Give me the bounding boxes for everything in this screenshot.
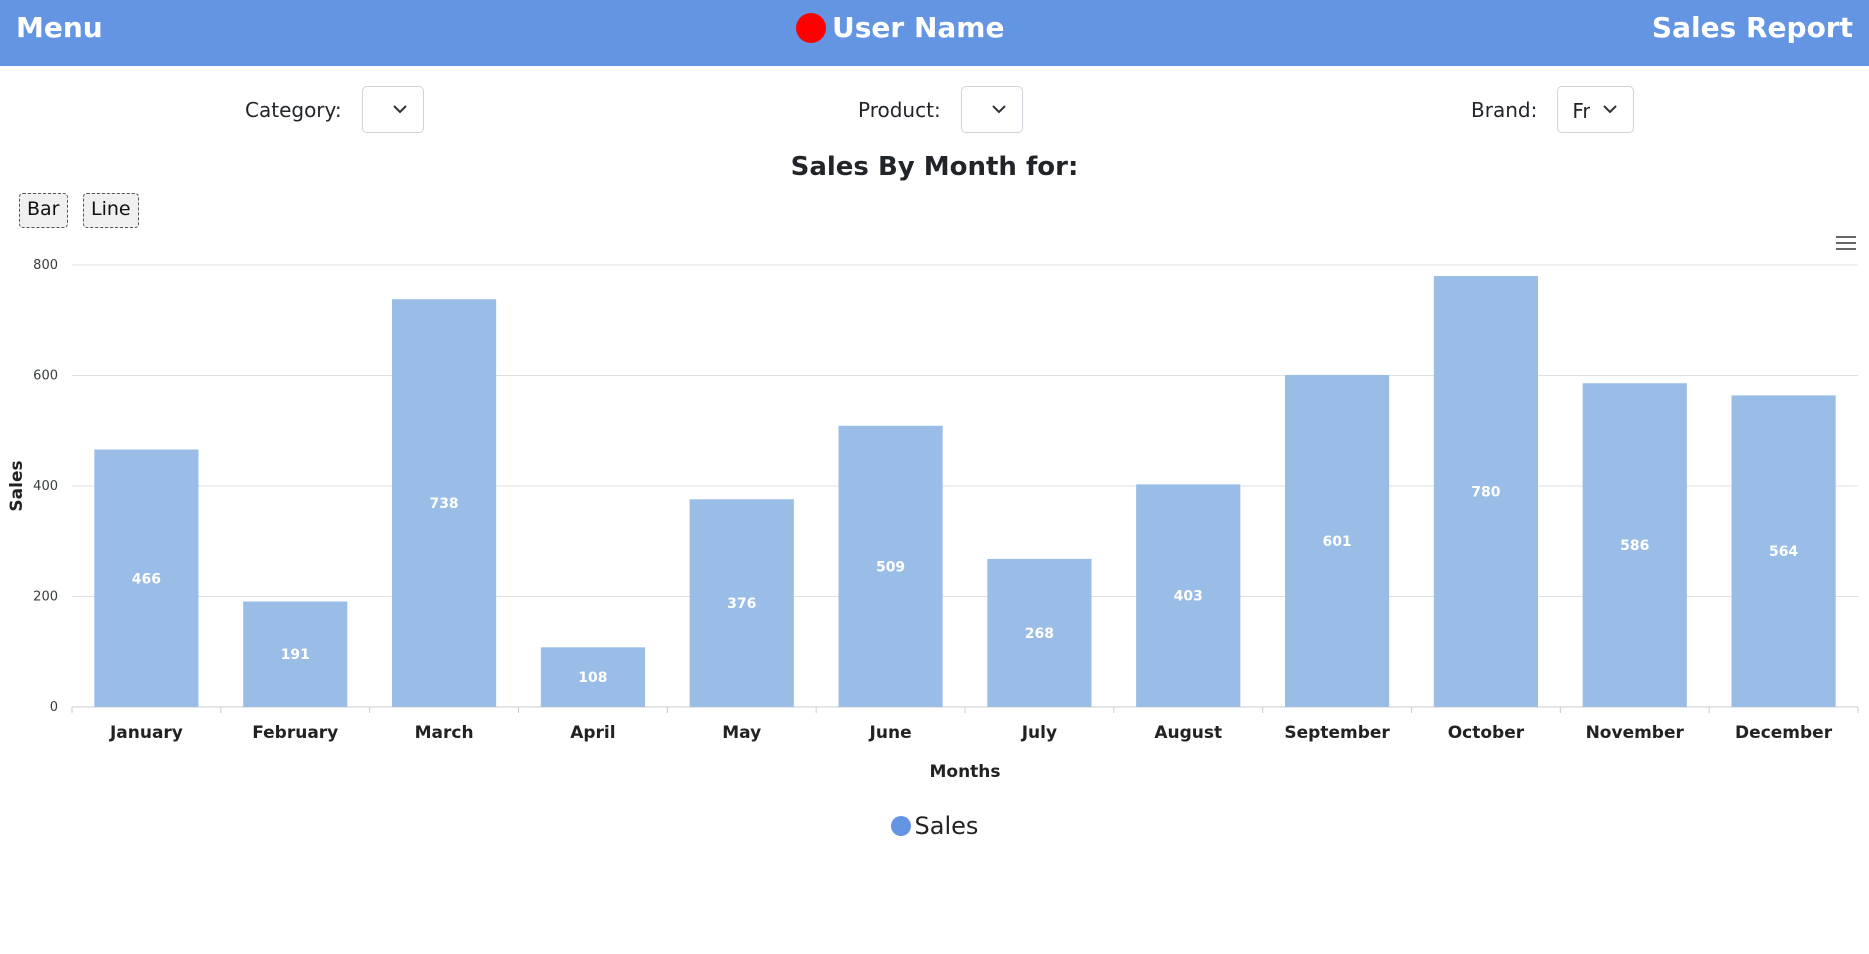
- y-tick-label: 200: [33, 590, 58, 605]
- status-dot-icon: [796, 12, 826, 43]
- bar-july: [987, 558, 1092, 707]
- chevron-down-icon: [1603, 105, 1618, 114]
- sales-report-link[interactable]: Sales Report: [1651, 11, 1853, 44]
- data-label: 509: [876, 559, 905, 575]
- x-tick-label: January: [109, 723, 183, 743]
- x-axis-title: Months: [929, 762, 1000, 782]
- bar-december: [1731, 395, 1836, 707]
- hamburger-icon[interactable]: [1836, 236, 1856, 254]
- x-tick-label: September: [1284, 723, 1390, 743]
- y-tick-label: 0: [50, 700, 58, 715]
- y-tick-label: 800: [33, 258, 58, 273]
- bar-february: [243, 601, 348, 707]
- bar-september: [1284, 374, 1390, 707]
- product-filter: Product:: [858, 86, 1023, 133]
- brand-select[interactable]: Fr: [1557, 86, 1635, 133]
- brand-filter: Brand: Fr: [1471, 86, 1635, 133]
- chart-title: Sales By Month for:: [790, 152, 1079, 182]
- brand-value: Fr: [1572, 99, 1591, 123]
- x-tick-label: April: [570, 723, 615, 743]
- sales-bar-chart: 0 200 400 600 800 466 January 191 February 738 Mar…: [7, 258, 1859, 782]
- bar-october: [1433, 276, 1539, 707]
- x-tick-label: June: [869, 723, 912, 743]
- product-label: Product:: [858, 97, 941, 122]
- x-tick-label: November: [1586, 723, 1685, 743]
- user-indicator[interactable]: User Name: [796, 11, 1004, 44]
- product-select[interactable]: [960, 86, 1023, 133]
- data-label: 780: [1471, 485, 1500, 501]
- chevron-down-icon: [991, 105, 1006, 114]
- data-label: 564: [1769, 544, 1798, 560]
- legend-label-sales: Sales: [914, 812, 979, 840]
- data-label: 403: [1174, 589, 1203, 605]
- data-label: 738: [429, 496, 458, 512]
- bar-june: [838, 425, 943, 707]
- category-filter: Category:: [245, 86, 424, 133]
- bar-august: [1136, 484, 1241, 707]
- category-label: Category:: [245, 97, 342, 122]
- y-tick-label: 400: [33, 479, 58, 494]
- bar-may: [689, 499, 794, 707]
- legend-swatch: [890, 816, 911, 836]
- bar-march: [391, 299, 497, 707]
- x-tick-label: December: [1735, 723, 1833, 743]
- x-tick-label: August: [1154, 723, 1222, 743]
- bar-november: [1582, 383, 1687, 707]
- category-select[interactable]: [361, 86, 424, 133]
- x-tick-label: October: [1448, 723, 1525, 743]
- data-label: 466: [132, 571, 161, 587]
- y-axis-title: Sales: [7, 460, 27, 511]
- chevron-down-icon: [392, 105, 407, 114]
- data-label: 268: [1025, 626, 1054, 642]
- y-tick-label: 600: [33, 369, 58, 384]
- bar-april: [540, 647, 646, 707]
- data-label: 586: [1620, 538, 1649, 554]
- bar-january: [94, 449, 199, 707]
- x-tick-label: March: [415, 723, 474, 743]
- brand-label: Brand:: [1471, 97, 1538, 122]
- x-tick-label: July: [1021, 723, 1057, 743]
- chart-legend[interactable]: Sales: [0, 812, 1869, 840]
- x-tick-label: February: [252, 723, 338, 743]
- data-label: 376: [727, 596, 756, 612]
- x-tick-label: May: [722, 723, 761, 743]
- top-navbar: Menu User Name Sales Report: [0, 0, 1869, 66]
- menu-link[interactable]: Menu: [16, 11, 103, 44]
- data-label: 601: [1322, 534, 1351, 550]
- line-chart-button[interactable]: Line: [83, 193, 139, 228]
- bar-chart-button[interactable]: Bar: [19, 193, 68, 228]
- data-label: 108: [578, 670, 607, 686]
- data-label: 191: [281, 647, 310, 663]
- user-name: User Name: [832, 11, 1005, 44]
